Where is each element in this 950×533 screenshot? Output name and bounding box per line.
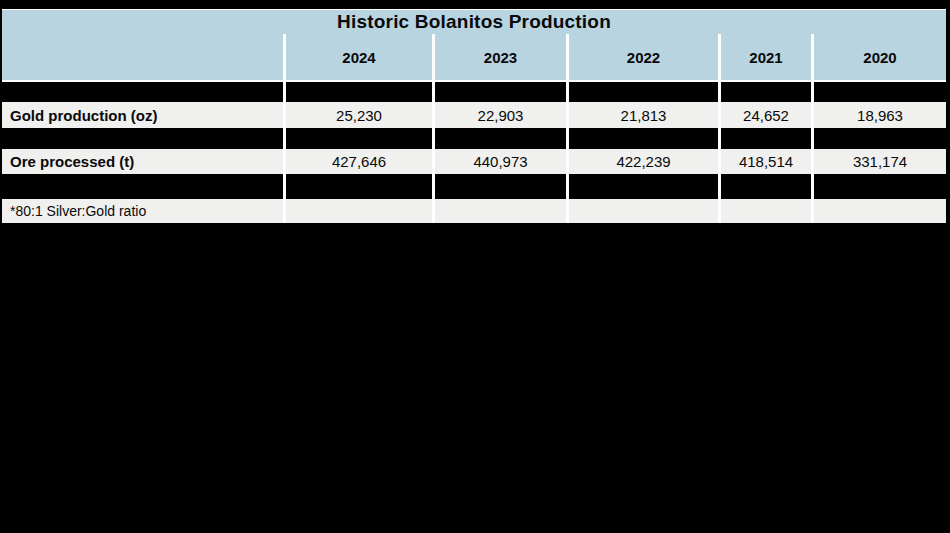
redacted-row — [2, 128, 946, 149]
value-cell: 427,646 — [286, 149, 432, 174]
year-header: 2020 — [814, 34, 946, 80]
value-cell: 21,813 — [569, 102, 718, 128]
year-header: 2023 — [435, 34, 566, 80]
footnote-row: *80:1 Silver:Gold ratio — [2, 199, 946, 223]
year-header: 2024 — [286, 34, 432, 80]
value-cell: 422,239 — [569, 149, 718, 174]
table-row-gold-production: Gold production (oz) 25,230 22,903 21,81… — [2, 102, 946, 128]
value-cell: 18,963 — [814, 102, 946, 128]
year-header: 2021 — [721, 34, 811, 80]
year-header-spacer — [2, 34, 283, 80]
redacted-row — [2, 82, 946, 102]
year-header: 2022 — [569, 34, 718, 80]
value-cell: 25,230 — [286, 102, 432, 128]
page-background: Historic Bolanitos Production 2024 2023 … — [0, 0, 950, 533]
value-cell: 22,903 — [435, 102, 566, 128]
table-row-ore-processed: Ore processed (t) 427,646 440,973 422,23… — [2, 149, 946, 174]
value-cell: 24,652 — [721, 102, 811, 128]
value-cell: 440,973 — [435, 149, 566, 174]
row-label: Ore processed (t) — [2, 149, 283, 174]
year-header-row: 2024 2023 2022 2021 2020 — [2, 34, 946, 80]
redacted-row — [2, 174, 946, 199]
production-table: Historic Bolanitos Production 2024 2023 … — [2, 9, 946, 223]
value-cell: 418,514 — [721, 149, 811, 174]
row-label: Gold production (oz) — [2, 102, 283, 128]
value-cell: 331,174 — [814, 149, 946, 174]
table-footnote: *80:1 Silver:Gold ratio — [2, 199, 283, 223]
table-title: Historic Bolanitos Production — [337, 11, 611, 33]
table-title-row: Historic Bolanitos Production — [2, 10, 946, 34]
